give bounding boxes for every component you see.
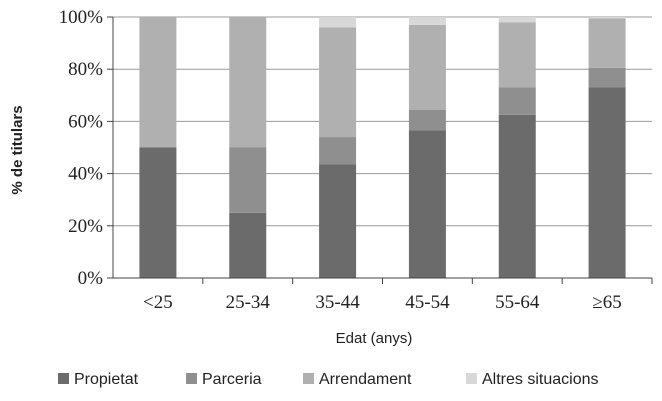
x-axis-title: Edat (anys) [336,330,413,347]
y-tick-label: 0% [78,268,104,289]
y-tick-label: 40% [68,164,103,185]
y-axis-title: % de titulars [9,105,26,194]
legend-item-propietat: Propietat [58,371,139,388]
x-tick-label: 35-44 [315,292,360,313]
bar-segment-parceria [498,87,536,115]
bar-segment-arrendament [319,27,357,138]
bar-segment-parceria [229,147,267,213]
x-tick-label: 55-64 [495,292,540,313]
bar-segment-arrendament [229,17,267,148]
bar-segment-parceria [588,67,626,88]
bar-segment-arrendament [498,22,536,88]
y-tick-label: 20% [68,216,103,237]
y-tick-label: 100% [59,7,104,28]
gridlines [113,16,652,227]
legend-label: Altres situacions [482,371,599,388]
bar-segment-arrendament [588,18,626,68]
x-tick-label: ≥65 [592,292,621,313]
legend-item-arrendament: Arrendament [303,371,412,388]
legend-item-altres-situacions: Altres situacions [466,371,599,388]
bar-segment-propietat [588,87,626,278]
x-tick-label: 45-54 [405,292,450,313]
bars [139,17,626,278]
bar-segment-altres-situacions [498,17,536,23]
bar-segment-altres-situacions [319,17,357,28]
legend-swatch [186,373,197,384]
x-tick-label: 25-34 [226,292,271,313]
legend-swatch [466,373,477,384]
bar-segment-altres-situacions [588,17,626,19]
legend-item-parceria: Parceria [186,371,262,388]
y-tick-labels: 0% 20% 40% 60% 80% 100% [59,7,104,289]
legend-swatch [303,373,314,384]
bar-segment-propietat [319,164,357,278]
bar-segment-parceria [319,137,357,165]
x-tick-label: <25 [143,292,173,313]
x-tick-labels: <25 25-34 35-44 45-54 55-64 ≥65 [143,292,622,313]
legend-label: Parceria [202,371,262,388]
bar-segment-propietat [229,212,267,278]
y-tick-label: 80% [68,59,103,80]
y-tick-label: 60% [68,111,103,132]
bar-segment-propietat [498,114,536,278]
legend-swatch [58,373,69,384]
bar-segment-propietat [408,130,446,278]
bar-segment-altres-situacions [408,17,446,25]
bar-segment-arrendament [139,17,177,148]
bar-segment-arrendament [408,24,446,110]
legend-label: Arrendament [319,371,412,388]
axes [107,16,653,284]
bar-segment-parceria [408,109,446,131]
legend: Propietat Parceria Arrendament Altres situa… [58,371,599,388]
bar-segment-propietat [139,147,177,278]
legend-label: Propietat [74,371,139,388]
